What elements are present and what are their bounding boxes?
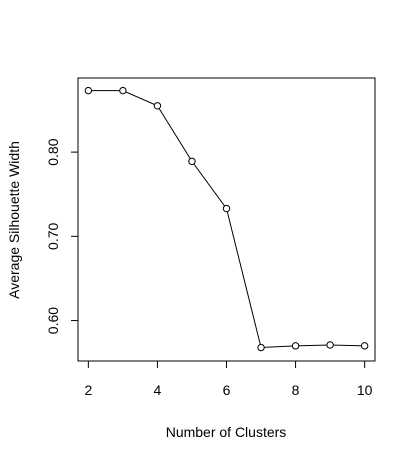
y-axis: 0.60 0.70 0.80 xyxy=(45,138,79,334)
y-tick-label: 0.80 xyxy=(45,138,61,165)
x-tick-label: 8 xyxy=(292,382,300,398)
data-point xyxy=(291,342,300,350)
data-point xyxy=(119,86,127,95)
data-point xyxy=(84,86,93,95)
data-points xyxy=(84,86,369,352)
y-axis-title: Average Silhouette Width xyxy=(6,141,22,299)
x-tick-label: 6 xyxy=(223,382,231,398)
plot-frame xyxy=(77,77,376,362)
data-point xyxy=(222,204,231,213)
x-tick-label: 2 xyxy=(84,382,92,398)
x-tick-label: 10 xyxy=(357,382,373,398)
series-line xyxy=(88,90,365,349)
x-tick-label: 4 xyxy=(154,382,162,398)
data-point xyxy=(257,343,265,352)
y-tick-label: 0.60 xyxy=(45,307,61,334)
x-axis-title: Number of Clusters xyxy=(166,424,287,440)
data-point xyxy=(326,341,334,349)
data-point xyxy=(188,157,196,166)
data-point xyxy=(153,102,162,110)
data-point xyxy=(360,342,369,350)
y-tick-label: 0.70 xyxy=(45,223,61,250)
x-axis: 2 4 6 8 10 xyxy=(84,360,373,398)
